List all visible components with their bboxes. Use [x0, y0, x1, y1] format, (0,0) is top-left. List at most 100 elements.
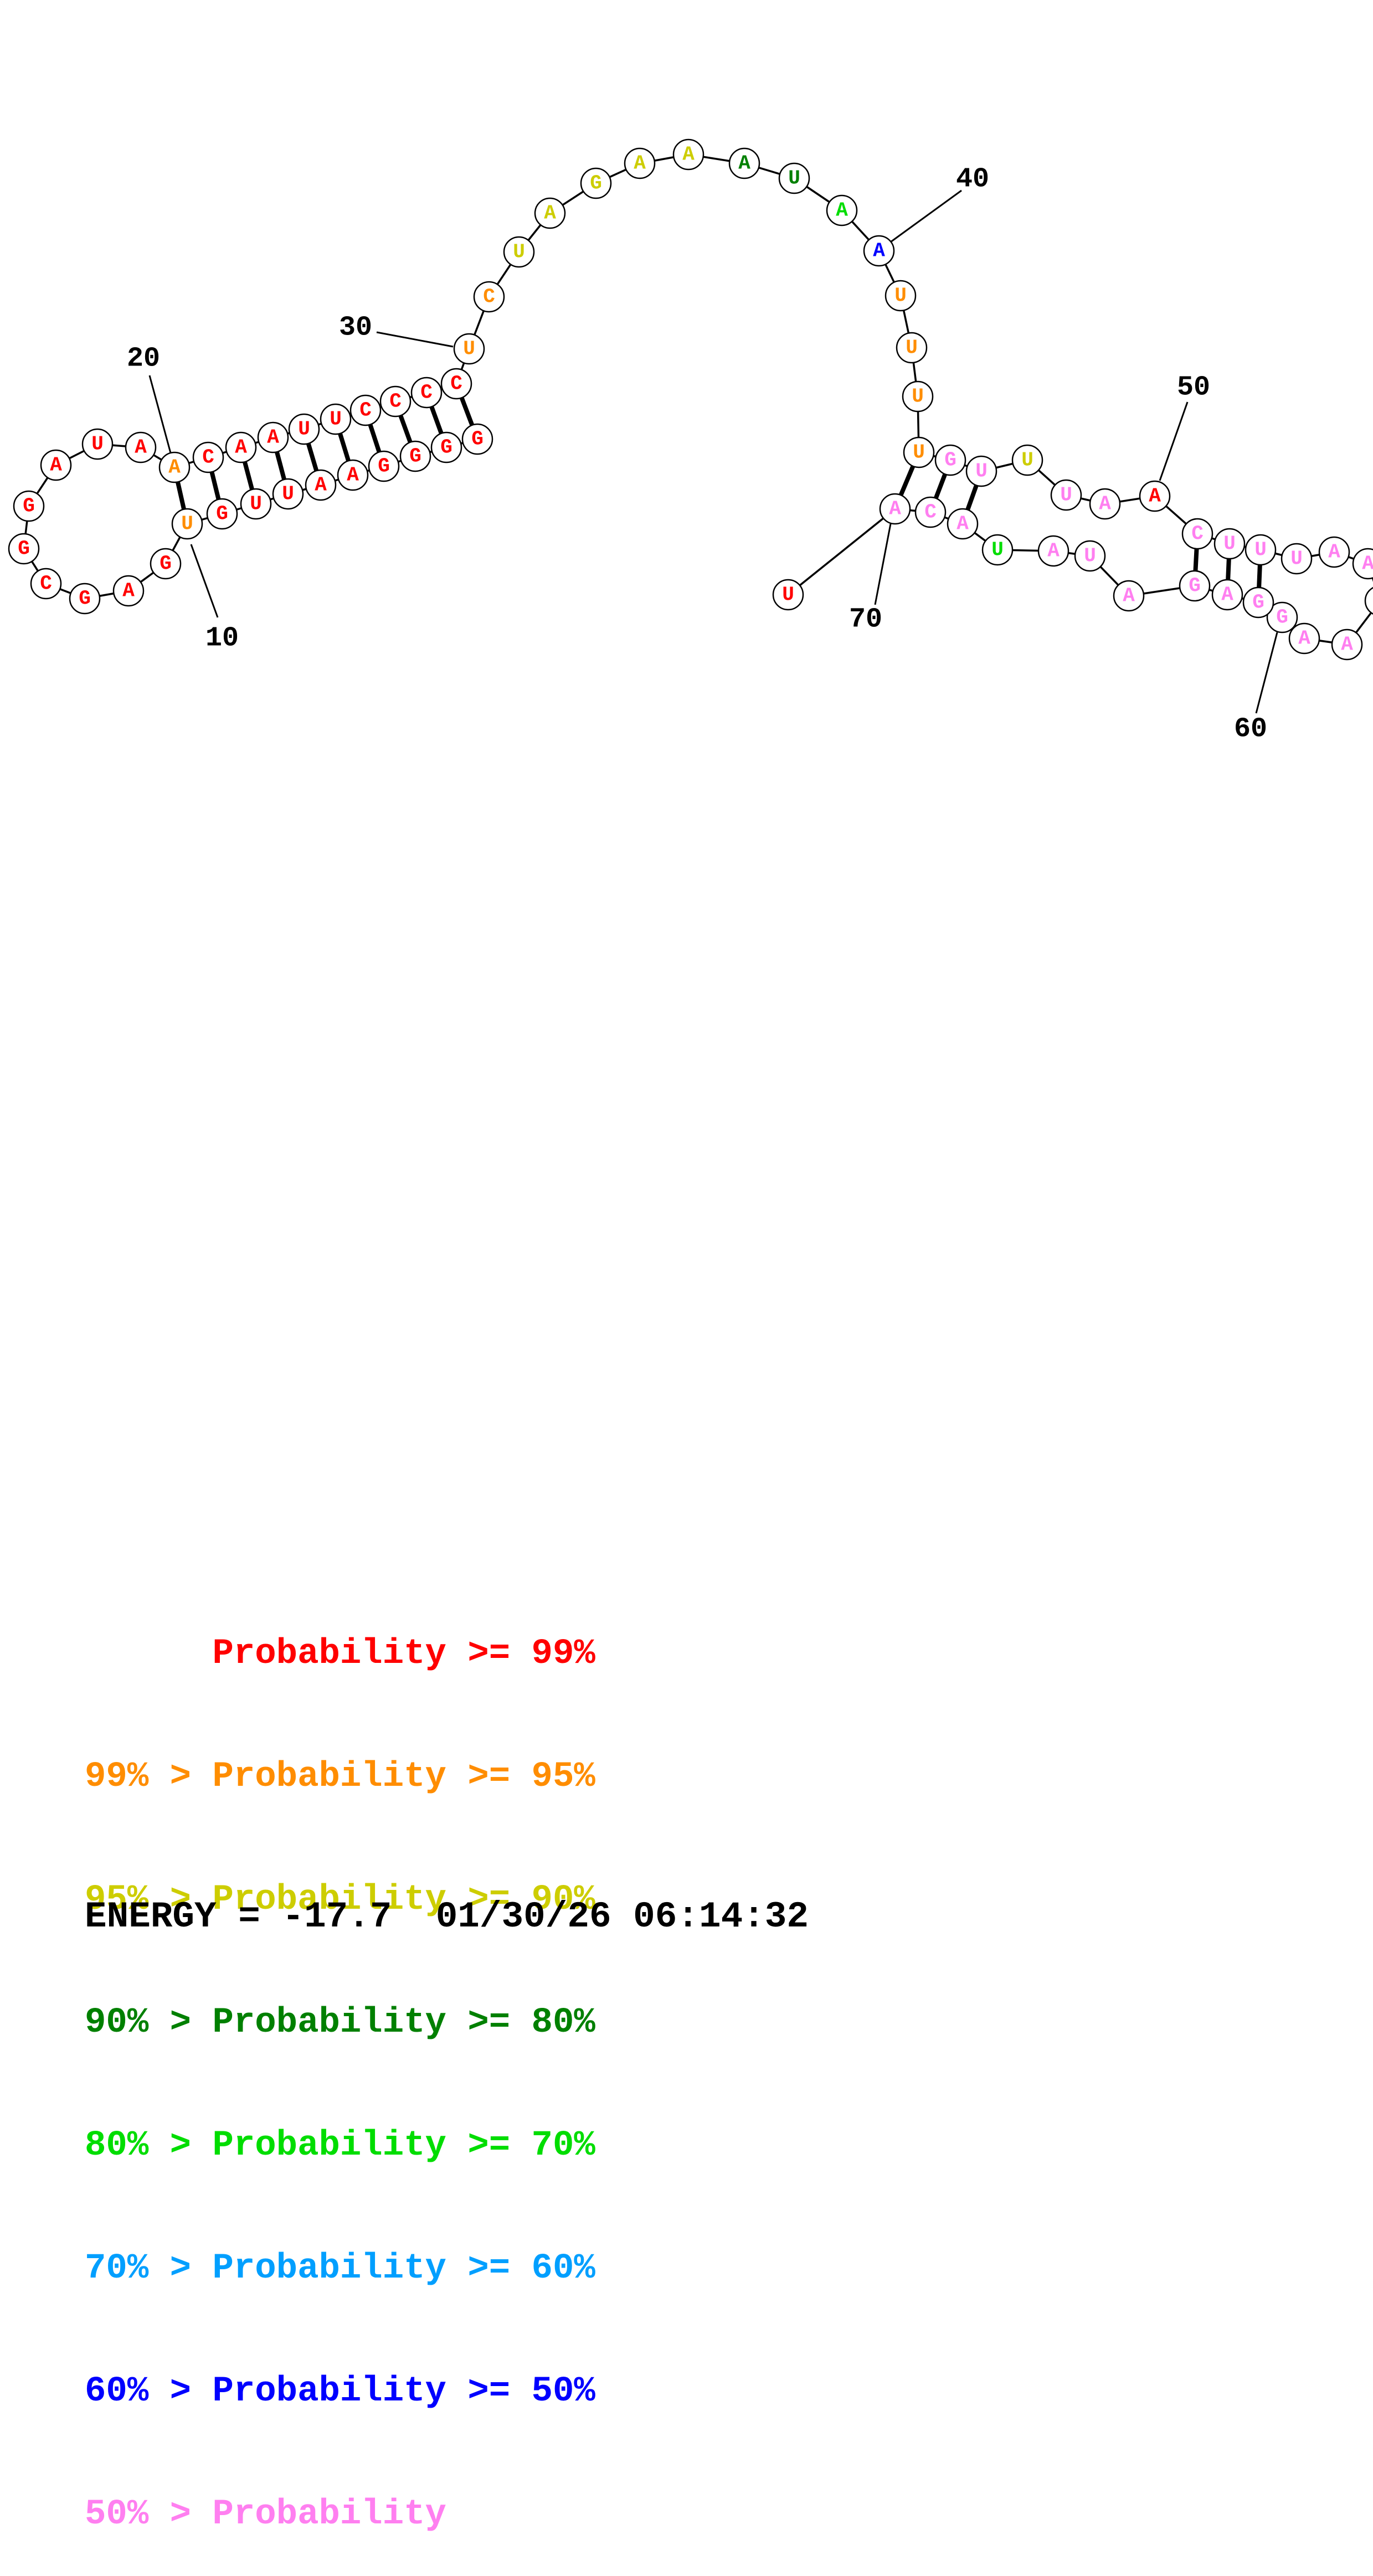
- nucleotide-circle: [1037, 535, 1069, 567]
- nucleotide-base: U: [181, 513, 193, 535]
- position-label-line: [376, 331, 454, 348]
- legend-item-p50: 60% > Probability >= 50%: [85, 2372, 595, 2412]
- nucleotide-circle: [965, 455, 997, 487]
- nucleotide-base: C: [359, 399, 372, 422]
- nucleotide-circle: [624, 147, 656, 179]
- nucleotide-base: U: [330, 408, 342, 431]
- nucleotide-circle: [1213, 528, 1246, 560]
- nucleotide-base: A: [1047, 540, 1060, 563]
- nucleotide-circle: [461, 423, 493, 455]
- nucleotide-base: U: [975, 460, 988, 483]
- legend-item-p95: 99% > Probability >= 95%: [85, 1757, 595, 1797]
- nucleotide-base: U: [1021, 449, 1033, 472]
- nucleotide-circle: [379, 385, 412, 418]
- nucleotide-base: A: [1123, 585, 1135, 607]
- nucleotide-base: U: [463, 338, 475, 360]
- nucleotide-base: G: [216, 503, 228, 525]
- nucleotide-base: C: [450, 373, 462, 395]
- nucleotide-circle: [896, 332, 928, 364]
- nucleotide-circle: [1281, 543, 1313, 575]
- nucleotide-circle: [13, 490, 45, 522]
- nucleotide-circle: [772, 579, 804, 611]
- nucleotide-circle: [1179, 570, 1211, 602]
- nucleotide-circle: [934, 444, 966, 476]
- nucleotide-base: U: [788, 167, 800, 190]
- nucleotide-circle: [580, 167, 612, 199]
- nucleotide-base: U: [894, 285, 907, 307]
- nucleotide-circle: [885, 280, 917, 312]
- nucleotide-base: G: [23, 495, 35, 518]
- nucleotide-circle: [728, 147, 760, 179]
- nucleotide-base: U: [1223, 533, 1236, 555]
- nucleotide-circle: [337, 459, 369, 491]
- position-label-line: [1255, 632, 1278, 714]
- nucleotide-base: G: [1252, 591, 1264, 614]
- nucleotide-circle: [1211, 579, 1243, 611]
- nucleotide-circle: [440, 368, 472, 400]
- nucleotide-base: A: [1149, 485, 1161, 508]
- nucleotide-base: C: [924, 501, 937, 524]
- position-label: 20: [127, 343, 160, 375]
- nucleotide-circle: [399, 440, 431, 472]
- nucleotide-base: A: [634, 152, 646, 175]
- nucleotide-base: A: [50, 454, 62, 477]
- nucleotide-base: U: [1254, 539, 1267, 561]
- nucleotide-base: C: [389, 390, 402, 413]
- nucleotide-base: U: [991, 539, 1004, 561]
- nucleotide-circle: [1352, 548, 1373, 580]
- nucleotide-circle: [981, 534, 1014, 566]
- legend-item-p99: Probability >= 99%: [85, 1634, 595, 1674]
- legend-item-lt50: 50% > Probability: [85, 2495, 446, 2534]
- nucleotide-base: G: [409, 445, 421, 468]
- nucleotide-base: U: [91, 433, 104, 456]
- nucleotide-circle: [879, 493, 911, 525]
- nucleotide-base: A: [168, 456, 181, 479]
- position-label-line: [1159, 401, 1189, 481]
- nucleotide-circle: [112, 575, 145, 607]
- nucleotide-base: A: [1221, 584, 1233, 606]
- nucleotide-circle: [368, 450, 400, 482]
- nucleotide-base: A: [957, 513, 969, 535]
- position-label: 10: [205, 623, 239, 655]
- backbone-segment: [787, 508, 896, 596]
- nucleotide-base: U: [513, 241, 525, 264]
- legend-item-p80: 90% > Probability >= 80%: [85, 2003, 595, 2043]
- nucleotide-base: G: [79, 588, 91, 610]
- nucleotide-base: A: [235, 436, 247, 459]
- nucleotide-circle: [672, 138, 705, 171]
- nucleotide-circle: [272, 478, 304, 510]
- nucleotide-circle: [225, 431, 257, 463]
- nucleotide-circle: [1331, 628, 1363, 661]
- position-label-line: [148, 375, 172, 454]
- nucleotide-base: C: [40, 573, 52, 595]
- position-label-line: [190, 544, 219, 618]
- energy-readout: ENERGY = -17.7 01/30/26 06:14:32: [85, 1896, 809, 1938]
- nucleotide-circle: [503, 236, 535, 268]
- nucleotide-circle: [947, 508, 979, 540]
- nucleotide-circle: [30, 568, 62, 600]
- nucleotide-circle: [1074, 540, 1106, 572]
- nucleotide-circle: [1050, 479, 1082, 511]
- nucleotide-base: U: [298, 418, 310, 441]
- nucleotide-base: A: [1099, 493, 1111, 516]
- nucleotide-circle: [902, 380, 934, 413]
- nucleotide-base: U: [1084, 545, 1096, 568]
- nucleotide-circle: [192, 441, 224, 473]
- nucleotide-base: C: [483, 286, 495, 308]
- nucleotide-circle: [81, 428, 114, 460]
- nucleotide-circle: [349, 394, 382, 426]
- nucleotide-base: A: [682, 143, 695, 166]
- position-label: 40: [956, 164, 989, 195]
- nucleotide-base: A: [122, 580, 135, 602]
- nucleotide-circle: [171, 508, 203, 540]
- nucleotide-circle: [863, 235, 895, 267]
- nucleotide-base: G: [590, 172, 602, 195]
- nucleotide-base: U: [282, 483, 294, 506]
- nucleotide-base: U: [782, 584, 794, 606]
- nucleotide-base: A: [1328, 541, 1340, 564]
- nucleotide-base: C: [420, 382, 433, 404]
- nucleotide-base: G: [18, 538, 30, 560]
- nucleotide-circle: [453, 333, 485, 365]
- position-label: 70: [849, 604, 882, 636]
